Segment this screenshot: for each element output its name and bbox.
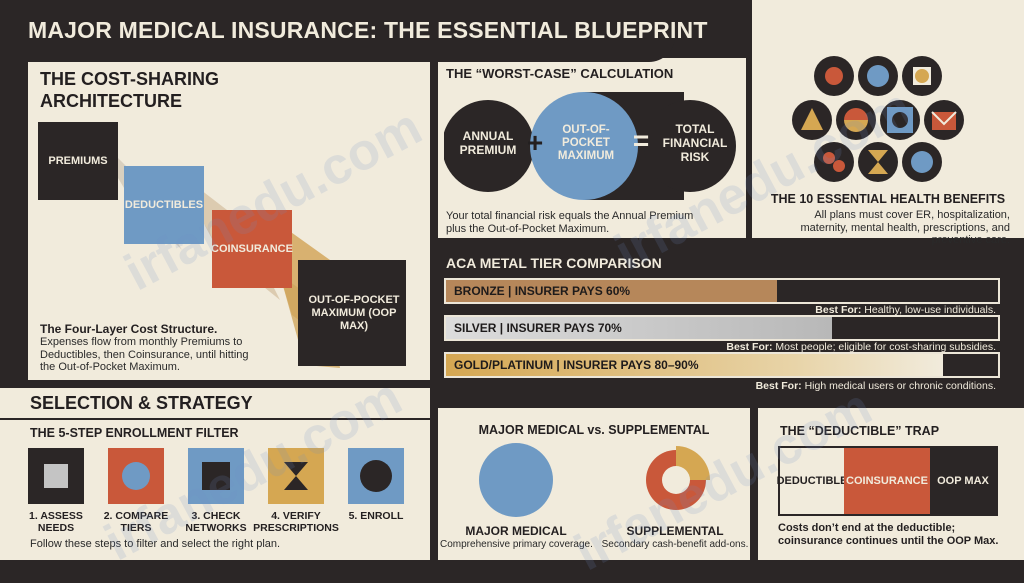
oop-max-label: OUT-OF-POCKET MAXIMUM (OOP MAX) bbox=[308, 293, 400, 332]
total-risk-circle bbox=[644, 100, 736, 192]
trap-oop-segment: OOP MAX bbox=[930, 448, 996, 514]
vs-heading: MAJOR MEDICAL vs. SUPPLEMENTAL bbox=[478, 423, 710, 437]
ehb-heading: THE 10 ESSENTIAL HEALTH BENEFITS bbox=[770, 192, 1006, 206]
benefit-icon-8 bbox=[814, 142, 854, 182]
annual-premium-label: ANNUAL PREMIUM bbox=[459, 129, 517, 157]
trap-heading: THE “DEDUCTIBLE” TRAP bbox=[780, 424, 940, 438]
silver-tier-label: SILVER | INSURER PAYS 70% bbox=[454, 321, 622, 335]
bronze-best-for-text: Healthy, low-use individuals. bbox=[864, 304, 996, 316]
title-bar: MAJOR MEDICAL INSURANCE: THE ESSENTIAL B… bbox=[0, 0, 707, 62]
gold-best-for: Best For: High medical users or chronic … bbox=[756, 380, 996, 392]
deductibles-label: DEDUCTIBLES bbox=[124, 199, 204, 211]
selection-heading: SELECTION & STRATEGY bbox=[30, 393, 253, 413]
step-verify-icon bbox=[268, 448, 324, 504]
annual-premium-circle bbox=[444, 100, 534, 192]
step-compare-icon bbox=[108, 448, 164, 504]
oop-label: OUT-OF-POCKET MAXIMUM bbox=[557, 123, 615, 162]
coinsurance-box bbox=[212, 210, 292, 288]
step-assess-icon bbox=[28, 448, 84, 504]
total-risk-label: TOTAL FINANCIAL RISK bbox=[662, 122, 728, 164]
step-assess-label: 1. ASSESS NEEDS bbox=[29, 510, 83, 534]
silver-tier-fill: SILVER | INSURER PAYS 70% bbox=[446, 317, 833, 339]
gold-best-for-label: Best For: bbox=[755, 380, 802, 392]
supplemental-text: Secondary cash-benefit add-ons. bbox=[601, 539, 749, 550]
step-networks-label: 3. CHECK NETWORKS bbox=[185, 510, 247, 534]
oop-max-box bbox=[298, 260, 406, 366]
deductibles-box bbox=[124, 166, 204, 244]
bronze-tier-fill: BRONZE | INSURER PAYS 60% bbox=[446, 280, 778, 302]
premiums-box bbox=[38, 122, 118, 200]
gold-best-for-text: High medical users or chronic conditions… bbox=[804, 380, 996, 392]
bronze-tier-bar: BRONZE | INSURER PAYS 60% bbox=[444, 278, 1000, 304]
premiums-label: PREMIUMS bbox=[48, 155, 108, 167]
supplemental-title: SUPPLEMENTAL bbox=[626, 524, 724, 538]
vs-diagram bbox=[479, 443, 710, 517]
worst-case-caption: Your total financial risk equals the Ann… bbox=[446, 210, 694, 235]
cost-structure-caption: The Four-Layer Cost Structure. Expenses … bbox=[40, 322, 250, 374]
silver-best-for-label: Best For: bbox=[726, 341, 773, 353]
silver-tier-bar: SILVER | INSURER PAYS 70% bbox=[444, 315, 1000, 341]
ehb-icon-grid bbox=[792, 56, 964, 182]
trap-deductible-segment: DEDUCTIBLE bbox=[777, 448, 847, 514]
silver-best-for-text: Most people; eligible for cost-sharing s… bbox=[775, 341, 996, 353]
ehb-text: All plans must cover ER, hospitalization… bbox=[800, 209, 1010, 246]
gold-tier-fill: GOLD/PLATINUM | INSURER PAYS 80–90% bbox=[446, 354, 943, 376]
worst-case-heading: THE “WORST-CASE” CALCULATION bbox=[446, 66, 674, 81]
selection-rule bbox=[0, 418, 430, 420]
trap-caption: Costs don’t end at the deductible; coins… bbox=[778, 522, 999, 547]
step-enroll-label: 5. ENROLL bbox=[348, 510, 404, 522]
bronze-tier-label: BRONZE | INSURER PAYS 60% bbox=[454, 284, 631, 298]
step-verify-label: 4. VERIFY PRESCRIPTIONS bbox=[253, 510, 339, 534]
cost-structure-caption-text: Expenses flow from monthly Premiums to D… bbox=[40, 336, 249, 373]
ehb-row-3 bbox=[814, 142, 942, 182]
oop-circle bbox=[530, 92, 638, 200]
enrollment-filter-heading: THE 5-STEP ENROLLMENT FILTER bbox=[30, 426, 239, 440]
ehb-row-1 bbox=[814, 56, 942, 96]
equals-sign: = bbox=[632, 125, 650, 156]
cost-structure-caption-title: The Four-Layer Cost Structure. bbox=[40, 322, 218, 336]
step-enroll-icon bbox=[348, 448, 404, 504]
major-medical-text: Comprehensive primary coverage. bbox=[440, 539, 593, 550]
step-compare-label: 2. COMPARE TIERS bbox=[103, 510, 169, 534]
plus-sign: + bbox=[526, 127, 544, 158]
selection-caption: Follow these steps to filter and select … bbox=[30, 538, 281, 550]
gold-tier-bar: GOLD/PLATINUM | INSURER PAYS 80–90% bbox=[444, 352, 1000, 378]
step-networks-icon bbox=[188, 448, 244, 504]
coinsurance-label: COINSURANCE bbox=[211, 243, 293, 255]
ehb-row-2 bbox=[792, 100, 964, 140]
major-medical-title: MAJOR MEDICAL bbox=[465, 524, 567, 538]
trap-coinsurance-segment: COINSURANCE bbox=[844, 448, 930, 514]
metal-tier-heading: ACA METAL TIER COMPARISON bbox=[446, 255, 662, 271]
gold-tier-label: GOLD/PLATINUM | INSURER PAYS 80–90% bbox=[454, 358, 699, 372]
cost-flow-diagram bbox=[38, 122, 406, 368]
major-medical-circle bbox=[479, 443, 553, 517]
cost-sharing-heading: THE COST-SHARING ARCHITECTURE bbox=[40, 69, 220, 111]
page-title: MAJOR MEDICAL INSURANCE: THE ESSENTIAL B… bbox=[28, 17, 708, 43]
bronze-best-for: Best For: Healthy, low-use individuals. bbox=[815, 304, 996, 316]
worst-case-diagram bbox=[444, 92, 736, 200]
bronze-best-for-label: Best For: bbox=[815, 304, 862, 316]
silver-best-for: Best For: Most people; eligible for cost… bbox=[726, 341, 996, 353]
